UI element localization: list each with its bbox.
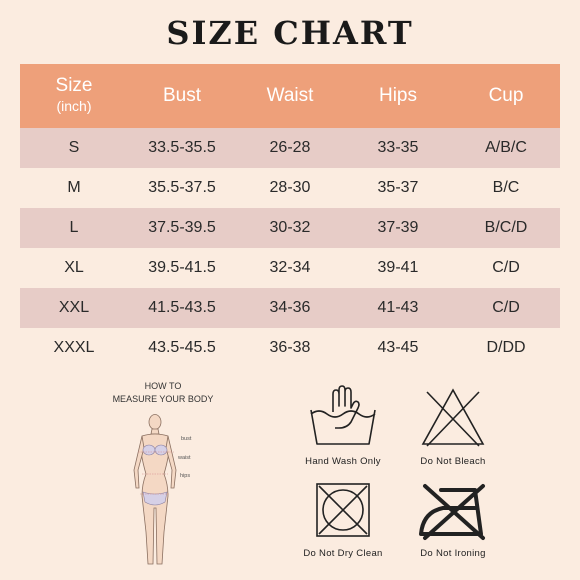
cell-waist: 34-36 <box>269 299 311 316</box>
cell-size: M <box>67 179 81 196</box>
table-row: XL 39.5-41.5 32-34 39-41 C/D <box>20 248 560 288</box>
cell-bust: 39.5-41.5 <box>148 259 216 276</box>
no-ironing-label: Do Not Ironing <box>420 548 486 559</box>
cell-hips: 37-39 <box>377 219 419 236</box>
cell-size: S <box>68 139 80 156</box>
no-ironing-icon <box>419 484 485 540</box>
cell-cup: C/D <box>492 299 520 316</box>
table-row: XXL 41.5-43.5 34-36 41-43 C/D <box>20 288 560 328</box>
body-figure-illustration <box>133 414 177 565</box>
measure-waist-label: waist <box>178 455 191 461</box>
no-bleach-label: Do Not Bleach <box>420 456 486 467</box>
cell-size: XL <box>64 259 84 276</box>
table-row: XXXL 43.5-45.5 36-38 43-45 D/DD <box>20 328 560 368</box>
hand-wash-label: Hand Wash Only <box>305 456 381 467</box>
cell-waist: 36-38 <box>269 339 311 356</box>
table-row: M 35.5-37.5 28-30 35-37 B/C <box>20 168 560 208</box>
cell-hips: 35-37 <box>377 179 419 196</box>
measure-hips-label: hips <box>180 473 191 479</box>
cell-bust: 35.5-37.5 <box>148 179 216 196</box>
header-size-label: Size <box>55 75 93 96</box>
table-row: S 33.5-35.5 26-28 33-35 A/B/C <box>20 128 560 168</box>
cell-waist: 26-28 <box>269 139 311 156</box>
cell-cup: D/DD <box>486 339 526 356</box>
table-row: L 37.5-39.5 30-32 37-39 B/C/D <box>20 208 560 248</box>
cell-cup: B/C <box>492 179 520 196</box>
care-no-ironing: Do Not Ironing <box>398 480 508 559</box>
no-dry-clean-icon <box>316 483 370 537</box>
care-hand-wash: Hand Wash Only <box>288 384 398 467</box>
cell-waist: 28-30 <box>269 179 311 196</box>
cell-bust: 33.5-35.5 <box>148 139 216 156</box>
size-table: Size (inch) Bust Waist Hips Cup S 33.5-3… <box>20 64 560 368</box>
care-no-bleach: Do Not Bleach <box>398 384 508 467</box>
cell-bust: 43.5-45.5 <box>148 339 216 356</box>
header-waist: Waist <box>266 85 314 106</box>
header-size-unit: (inch) <box>56 98 92 114</box>
cell-waist: 30-32 <box>269 219 311 236</box>
care-no-dry-clean: Do Not Dry Clean <box>288 480 398 559</box>
measure-title-line1: HOW TO <box>144 381 182 391</box>
header-bust: Bust <box>162 85 202 106</box>
no-bleach-icon <box>421 388 485 447</box>
cell-cup: B/C/D <box>484 219 528 236</box>
hand-wash-icon <box>310 385 376 445</box>
measure-title-line2: MEASURE YOUR BODY <box>112 394 214 404</box>
cell-bust: 37.5-39.5 <box>148 219 216 236</box>
cell-hips: 43-45 <box>377 339 419 356</box>
measure-bust-label: bust <box>181 436 192 442</box>
table-header-row: Size (inch) Bust Waist Hips Cup <box>20 64 560 128</box>
cell-hips: 41-43 <box>377 299 419 316</box>
cell-size: L <box>69 219 79 236</box>
cell-hips: 33-35 <box>377 139 419 156</box>
page-title: SIZE CHART <box>166 14 414 52</box>
header-cup: Cup <box>488 85 524 106</box>
cell-waist: 32-34 <box>269 259 311 276</box>
cell-hips: 39-41 <box>377 259 419 276</box>
cell-cup: A/B/C <box>485 139 527 156</box>
cell-size: XXXL <box>53 339 95 356</box>
cell-size: XXL <box>58 299 90 316</box>
cell-bust: 41.5-43.5 <box>148 299 216 316</box>
cell-cup: C/D <box>492 259 520 276</box>
measure-title: HOW TO MEASURE YOUR BODY <box>88 380 238 406</box>
header-hips: Hips <box>378 85 417 106</box>
no-dry-clean-label: Do Not Dry Clean <box>303 548 383 559</box>
header-size: Size (inch) <box>20 76 128 116</box>
